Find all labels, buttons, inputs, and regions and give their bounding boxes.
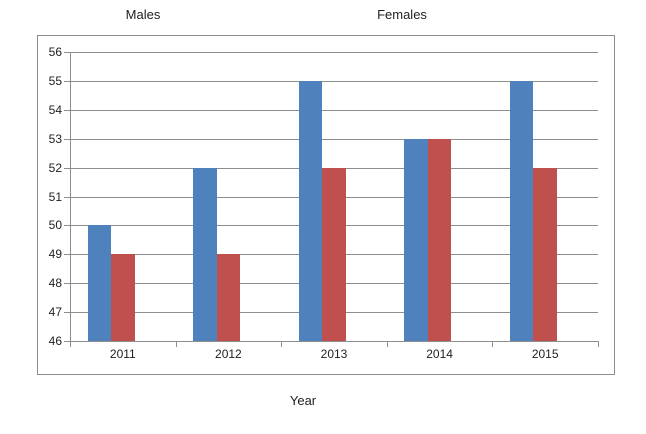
bar-females-2013 [322, 167, 346, 341]
y-tick-label: 47 [48, 305, 62, 320]
bar-females-2011 [111, 254, 135, 341]
gridline [70, 109, 598, 111]
bar-males-2014 [404, 138, 428, 341]
y-tick-label: 55 [48, 73, 62, 88]
gridline [70, 138, 598, 140]
bar-males-2012 [193, 167, 217, 341]
y-tick-mark [64, 167, 70, 169]
y-tick-label: 56 [48, 45, 62, 59]
y-tick-label: 48 [48, 276, 62, 291]
x-axis-title: Year [289, 393, 317, 408]
y-tick-label: 46 [48, 334, 62, 348]
y-tick-label: 52 [48, 160, 62, 175]
y-tick-mark [64, 225, 70, 227]
y-tick-mark [64, 52, 70, 53]
gridline [70, 341, 598, 342]
y-tick-mark [64, 196, 70, 198]
y-tick-mark [64, 80, 70, 82]
bar-females-2012 [216, 254, 241, 341]
y-tick-mark [64, 312, 70, 314]
y-tick-label: 54 [48, 102, 62, 117]
y-tick-mark [64, 341, 70, 342]
y-tick-mark [64, 109, 70, 111]
bar-females-2015 [533, 167, 557, 341]
x-tick-mark [70, 341, 71, 347]
x-tick-mark [281, 341, 283, 347]
x-tick-label: 2011 [109, 347, 136, 361]
x-tick-label: 2012 [215, 347, 242, 361]
y-tick-label: 49 [48, 247, 62, 262]
bar-females-2014 [427, 138, 452, 341]
x-tick-label: 2014 [426, 347, 453, 361]
bar-males-2011 [87, 225, 112, 341]
gridline [70, 52, 598, 53]
x-tick-mark [386, 341, 388, 347]
x-tick-mark [175, 341, 177, 347]
x-tick-mark [598, 341, 599, 347]
y-tick-label: 50 [48, 218, 62, 233]
series-label-males: Males [125, 7, 161, 22]
y-tick-mark [64, 254, 70, 256]
x-tick-label: 2013 [320, 347, 348, 361]
series-label-females: Females [377, 7, 427, 22]
bar-males-2013 [298, 80, 323, 341]
y-tick-label: 53 [48, 131, 62, 146]
x-tick-label: 2015 [531, 347, 559, 361]
y-tick-label: 51 [48, 189, 62, 204]
y-axis-line [70, 52, 71, 341]
x-tick-mark [492, 341, 494, 347]
bar-males-2015 [509, 80, 534, 341]
y-tick-mark [64, 283, 70, 285]
y-tick-mark [64, 138, 70, 140]
gridline [70, 80, 598, 82]
